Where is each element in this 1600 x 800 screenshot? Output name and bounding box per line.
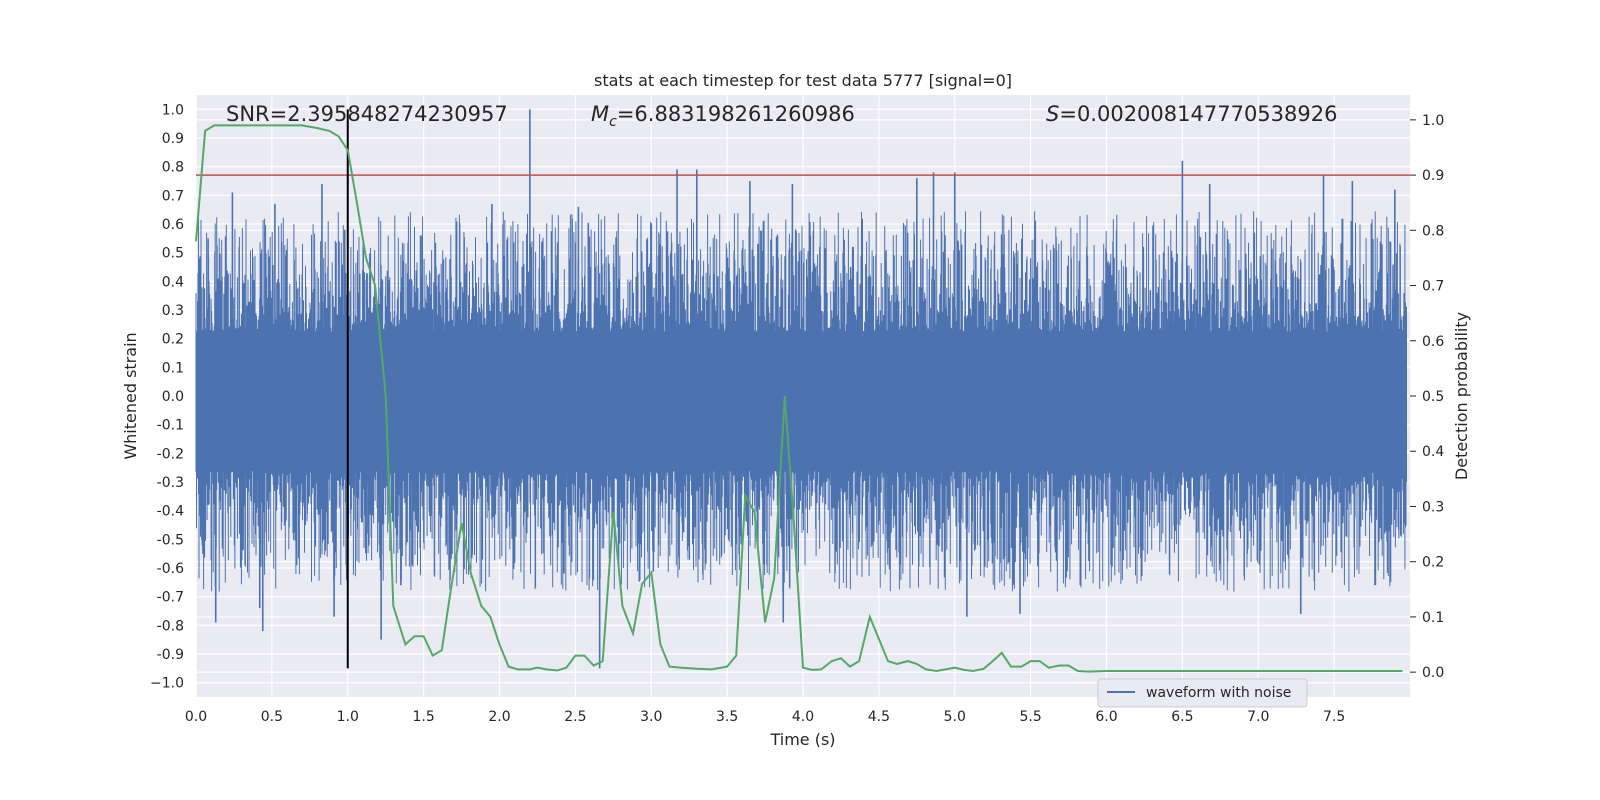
left-y-tick-label: 1.0 [162, 102, 184, 118]
left-y-tick-label: 0.3 [162, 303, 184, 319]
x-tick-label: 3.5 [716, 709, 738, 725]
right-y-tick-label: 0.9 [1422, 168, 1444, 184]
right-y-tick-labels: 1.0 0.9 0.8 0.7 0.6 0.5 0.4 0.3 0.2 0.1 0.0 [1410, 113, 1444, 681]
waveform-series [195, 109, 1407, 669]
left-y-tick-label: 0.7 [162, 188, 184, 204]
x-tick-label: 3.0 [640, 709, 662, 725]
x-tick-label: 6.5 [1171, 709, 1193, 725]
x-tick-label: 7.5 [1323, 709, 1345, 725]
left-y-tick-label: 0.5 [162, 246, 184, 262]
s-value: =0.002008147770538926 [1059, 102, 1337, 126]
right-y-tick-label: 0.0 [1422, 665, 1444, 681]
left-y-axis-label: Whitened strain [121, 332, 140, 459]
x-tick-label: 0.5 [261, 709, 283, 725]
x-tick-label: 4.0 [792, 709, 814, 725]
x-tick-labels: 0.0 0.5 1.0 1.5 2.0 2.5 3.0 3.5 4.0 4.5 5.0 5.5 6.0 6… [185, 709, 1345, 725]
left-y-tick-label: 0.6 [162, 217, 184, 233]
x-tick-label: 2.0 [488, 709, 510, 725]
waveform-noise [195, 211, 1407, 592]
left-y-tick-label: -0.1 [157, 418, 184, 434]
detection-probability-line [195, 124, 1403, 673]
x-tick-label: 7.0 [1247, 709, 1269, 725]
right-y-tick-label: 1.0 [1422, 113, 1444, 129]
x-tick-label: 1.5 [412, 709, 434, 725]
right-y-axis-label: Detection probability [1452, 312, 1471, 480]
right-y-tick-label: 0.6 [1422, 334, 1444, 350]
left-y-tick-label: -0.5 [157, 532, 184, 548]
x-tick-label: 4.5 [868, 709, 890, 725]
right-y-tick-label: 0.7 [1422, 279, 1444, 295]
mc-symbol: M [591, 102, 609, 126]
left-y-tick-label: -0.2 [157, 446, 184, 462]
legend: waveform with noise [1097, 678, 1308, 708]
left-y-tick-label: -0.7 [157, 590, 184, 606]
legend-box [1097, 678, 1308, 708]
x-tick-label: 0.0 [185, 709, 207, 725]
left-y-tick-label: 0.8 [162, 160, 184, 176]
left-y-tick-label: 0.2 [162, 332, 184, 348]
x-tick-label: 2.5 [564, 709, 586, 725]
right-y-tick-label: 0.1 [1422, 610, 1444, 626]
right-y-tick-label: 0.8 [1422, 223, 1444, 239]
right-y-tick-label: 0.5 [1422, 389, 1444, 405]
left-y-tick-label: 0.1 [162, 360, 184, 376]
left-y-tick-label: -0.6 [157, 561, 184, 577]
x-tick-label: 5.5 [1019, 709, 1041, 725]
s-symbol: S [1046, 102, 1059, 126]
x-axis-label: Time (s) [769, 730, 835, 749]
left-y-tick-label: 0.9 [162, 131, 184, 147]
right-y-tick-label: 0.4 [1422, 444, 1444, 460]
s-annotation: S=0.002008147770538926 [1046, 102, 1337, 126]
x-tick-label: 1.0 [337, 709, 359, 725]
right-y-tick-label: 0.2 [1422, 555, 1444, 571]
left-y-tick-label: 0.0 [162, 389, 184, 405]
left-y-tick-label: -0.8 [157, 618, 184, 634]
mc-subscript: c [609, 114, 617, 130]
chirp-mass-annotation: Mc=6.883198261260986 [591, 102, 855, 130]
left-y-tick-label: 0.4 [162, 274, 184, 290]
mc-value: =6.883198261260986 [617, 102, 855, 126]
chart-title: stats at each timestep for test data 577… [594, 71, 1012, 90]
right-y-tick-label: 0.3 [1422, 499, 1444, 515]
legend-label: waveform with noise [1146, 685, 1291, 701]
x-tick-label: 5.0 [944, 709, 966, 725]
left-y-tick-label: −1.0 [150, 676, 184, 692]
left-y-tick-label: -0.4 [157, 504, 184, 520]
snr-annotation: SNR=2.395848274230957 [226, 102, 508, 126]
left-y-tick-labels: 1.0 0.9 0.8 0.7 0.6 0.5 0.4 0.3 0.2 0.1 0.0 -0.1 -0.… [150, 102, 184, 691]
left-y-tick-label: -0.9 [157, 647, 184, 663]
x-tick-label: 6.0 [1095, 709, 1117, 725]
left-y-tick-label: -0.3 [157, 475, 184, 491]
